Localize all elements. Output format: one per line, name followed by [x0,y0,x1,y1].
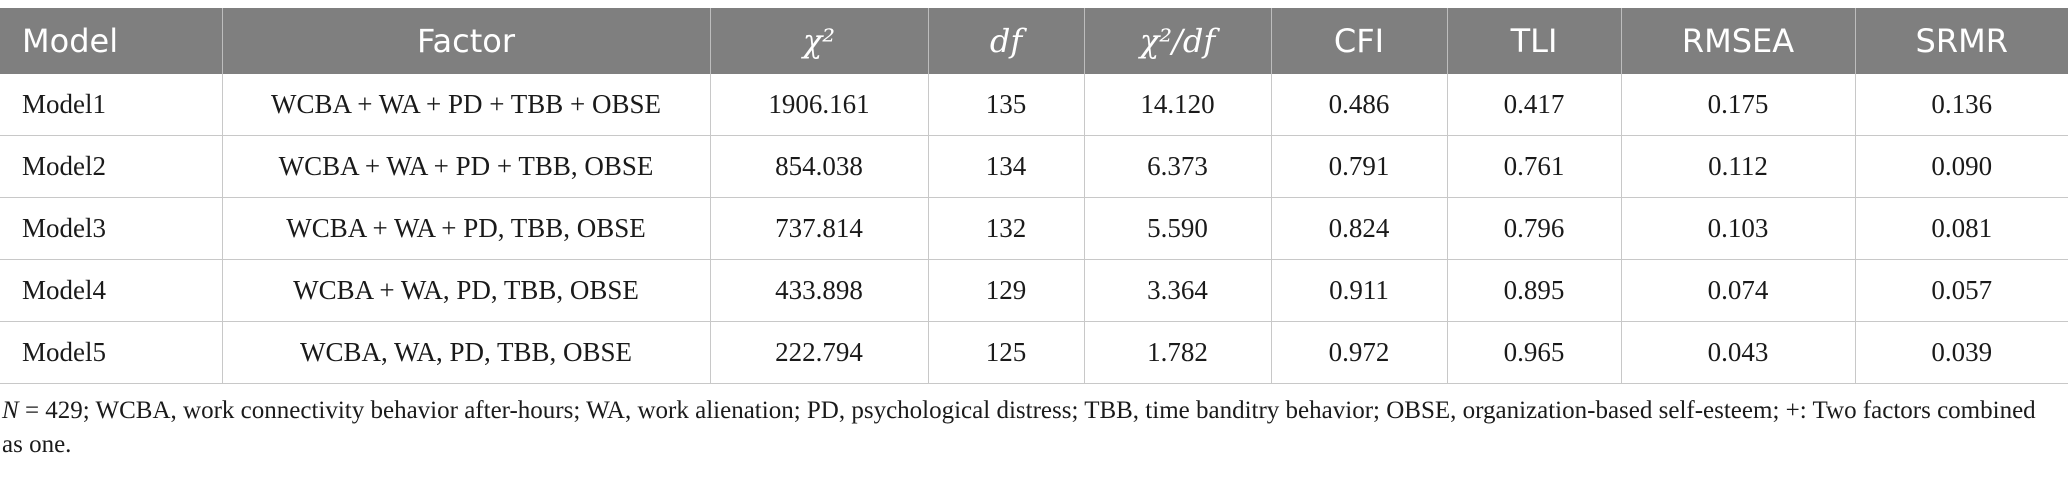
table-cell: 222.794 [709,321,928,384]
table-cell: Model4 [0,259,222,322]
table-cell: 0.103 [1620,197,1855,260]
table-cell: 129 [927,259,1084,322]
table-cell: 0.136 [1854,74,2068,136]
table-cell: 0.965 [1446,321,1621,384]
column-header-label: χ² [802,22,836,60]
table-cell: 5.590 [1083,197,1271,260]
column-header: CFI [1270,8,1447,74]
table-figure: Model Factor χ² df χ²/df CFI TLI RMSEA SRMR Mode… [0,8,2068,462]
column-header-label: SRMR [1915,22,2008,60]
table-row: Model5 WCBA, WA, PD, TBB, OBSE 222.794 125 1… [0,321,2068,384]
column-header-label: Factor [417,22,515,60]
column-header-label: χ²/df [1139,22,1216,60]
table-footnote: N = 429; WCBA, work connectivity behavio… [0,394,2068,462]
table-cell: 0.081 [1854,197,2068,260]
table-cell: 14.120 [1083,74,1271,136]
table-cell: 134 [927,135,1084,198]
table-cell: 0.761 [1446,135,1621,198]
table-cell: 0.895 [1446,259,1621,322]
table-cell: 0.791 [1270,135,1447,198]
table-cell: 0.417 [1446,74,1621,136]
table-cell: Model1 [0,74,222,136]
table-cell: WCBA + WA + PD, TBB, OBSE [221,197,710,260]
column-header: df [927,8,1084,74]
table-cell: 3.364 [1083,259,1271,322]
column-header: TLI [1446,8,1621,74]
column-header-label: df [989,22,1023,60]
column-header: Model [0,8,222,74]
table-cell: 1.782 [1083,321,1271,384]
table-row: Model1 WCBA + WA + PD + TBB + OBSE 1906.16… [0,74,2068,136]
table-cell: 0.972 [1270,321,1447,384]
column-header: χ²/df [1083,8,1271,74]
table-cell: 0.043 [1620,321,1855,384]
table-row: Model4 WCBA + WA, PD, TBB, OBSE 433.898 129… [0,259,2068,322]
table-cell: 6.373 [1083,135,1271,198]
column-header: SRMR [1854,8,2068,74]
table-cell: WCBA, WA, PD, TBB, OBSE [221,321,710,384]
table-cell: 132 [927,197,1084,260]
table-cell: WCBA + WA, PD, TBB, OBSE [221,259,710,322]
table-cell: 135 [927,74,1084,136]
table-cell: Model2 [0,135,222,198]
table-cell: WCBA + WA + PD + TBB + OBSE [221,74,710,136]
table-cell: WCBA + WA + PD + TBB, OBSE [221,135,710,198]
column-header-label: RMSEA [1681,22,1795,60]
table-body: Model1 WCBA + WA + PD + TBB + OBSE 1906.16… [0,74,2068,384]
column-header-label: TLI [1510,22,1558,60]
header-row: Model Factor χ² df χ²/df CFI TLI RMSEA SRMR [0,8,2068,74]
table-cell: 0.039 [1854,321,2068,384]
column-header-label: CFI [1333,22,1385,60]
table-cell: 1906.161 [709,74,928,136]
table-cell: 0.486 [1270,74,1447,136]
footnote-text: = 429; WCBA, work connectivity behavior … [2,397,2036,458]
table-cell: 737.814 [709,197,928,260]
model-fit-table: Model Factor χ² df χ²/df CFI TLI RMSEA SRMR Mode… [0,8,2068,384]
table-cell: 854.038 [709,135,928,198]
table-cell: 0.824 [1270,197,1447,260]
table-cell: 125 [927,321,1084,384]
table-cell: 0.090 [1854,135,2068,198]
column-header: RMSEA [1620,8,1855,74]
table-cell: 0.911 [1270,259,1447,322]
column-header: Factor [221,8,710,74]
table-cell: 433.898 [709,259,928,322]
column-header: χ² [709,8,928,74]
table-row: Model2 WCBA + WA + PD + TBB, OBSE 854.038 1… [0,135,2068,198]
footnote-n-label: N [2,397,19,424]
column-header-label: Model [22,22,119,60]
table-cell: 0.112 [1620,135,1855,198]
table-cell: 0.796 [1446,197,1621,260]
table-cell: 0.057 [1854,259,2068,322]
table-cell: 0.074 [1620,259,1855,322]
table-cell: 0.175 [1620,74,1855,136]
table-row: Model3 WCBA + WA + PD, TBB, OBSE 737.814 13… [0,197,2068,260]
table-cell: Model5 [0,321,222,384]
table-cell: Model3 [0,197,222,260]
